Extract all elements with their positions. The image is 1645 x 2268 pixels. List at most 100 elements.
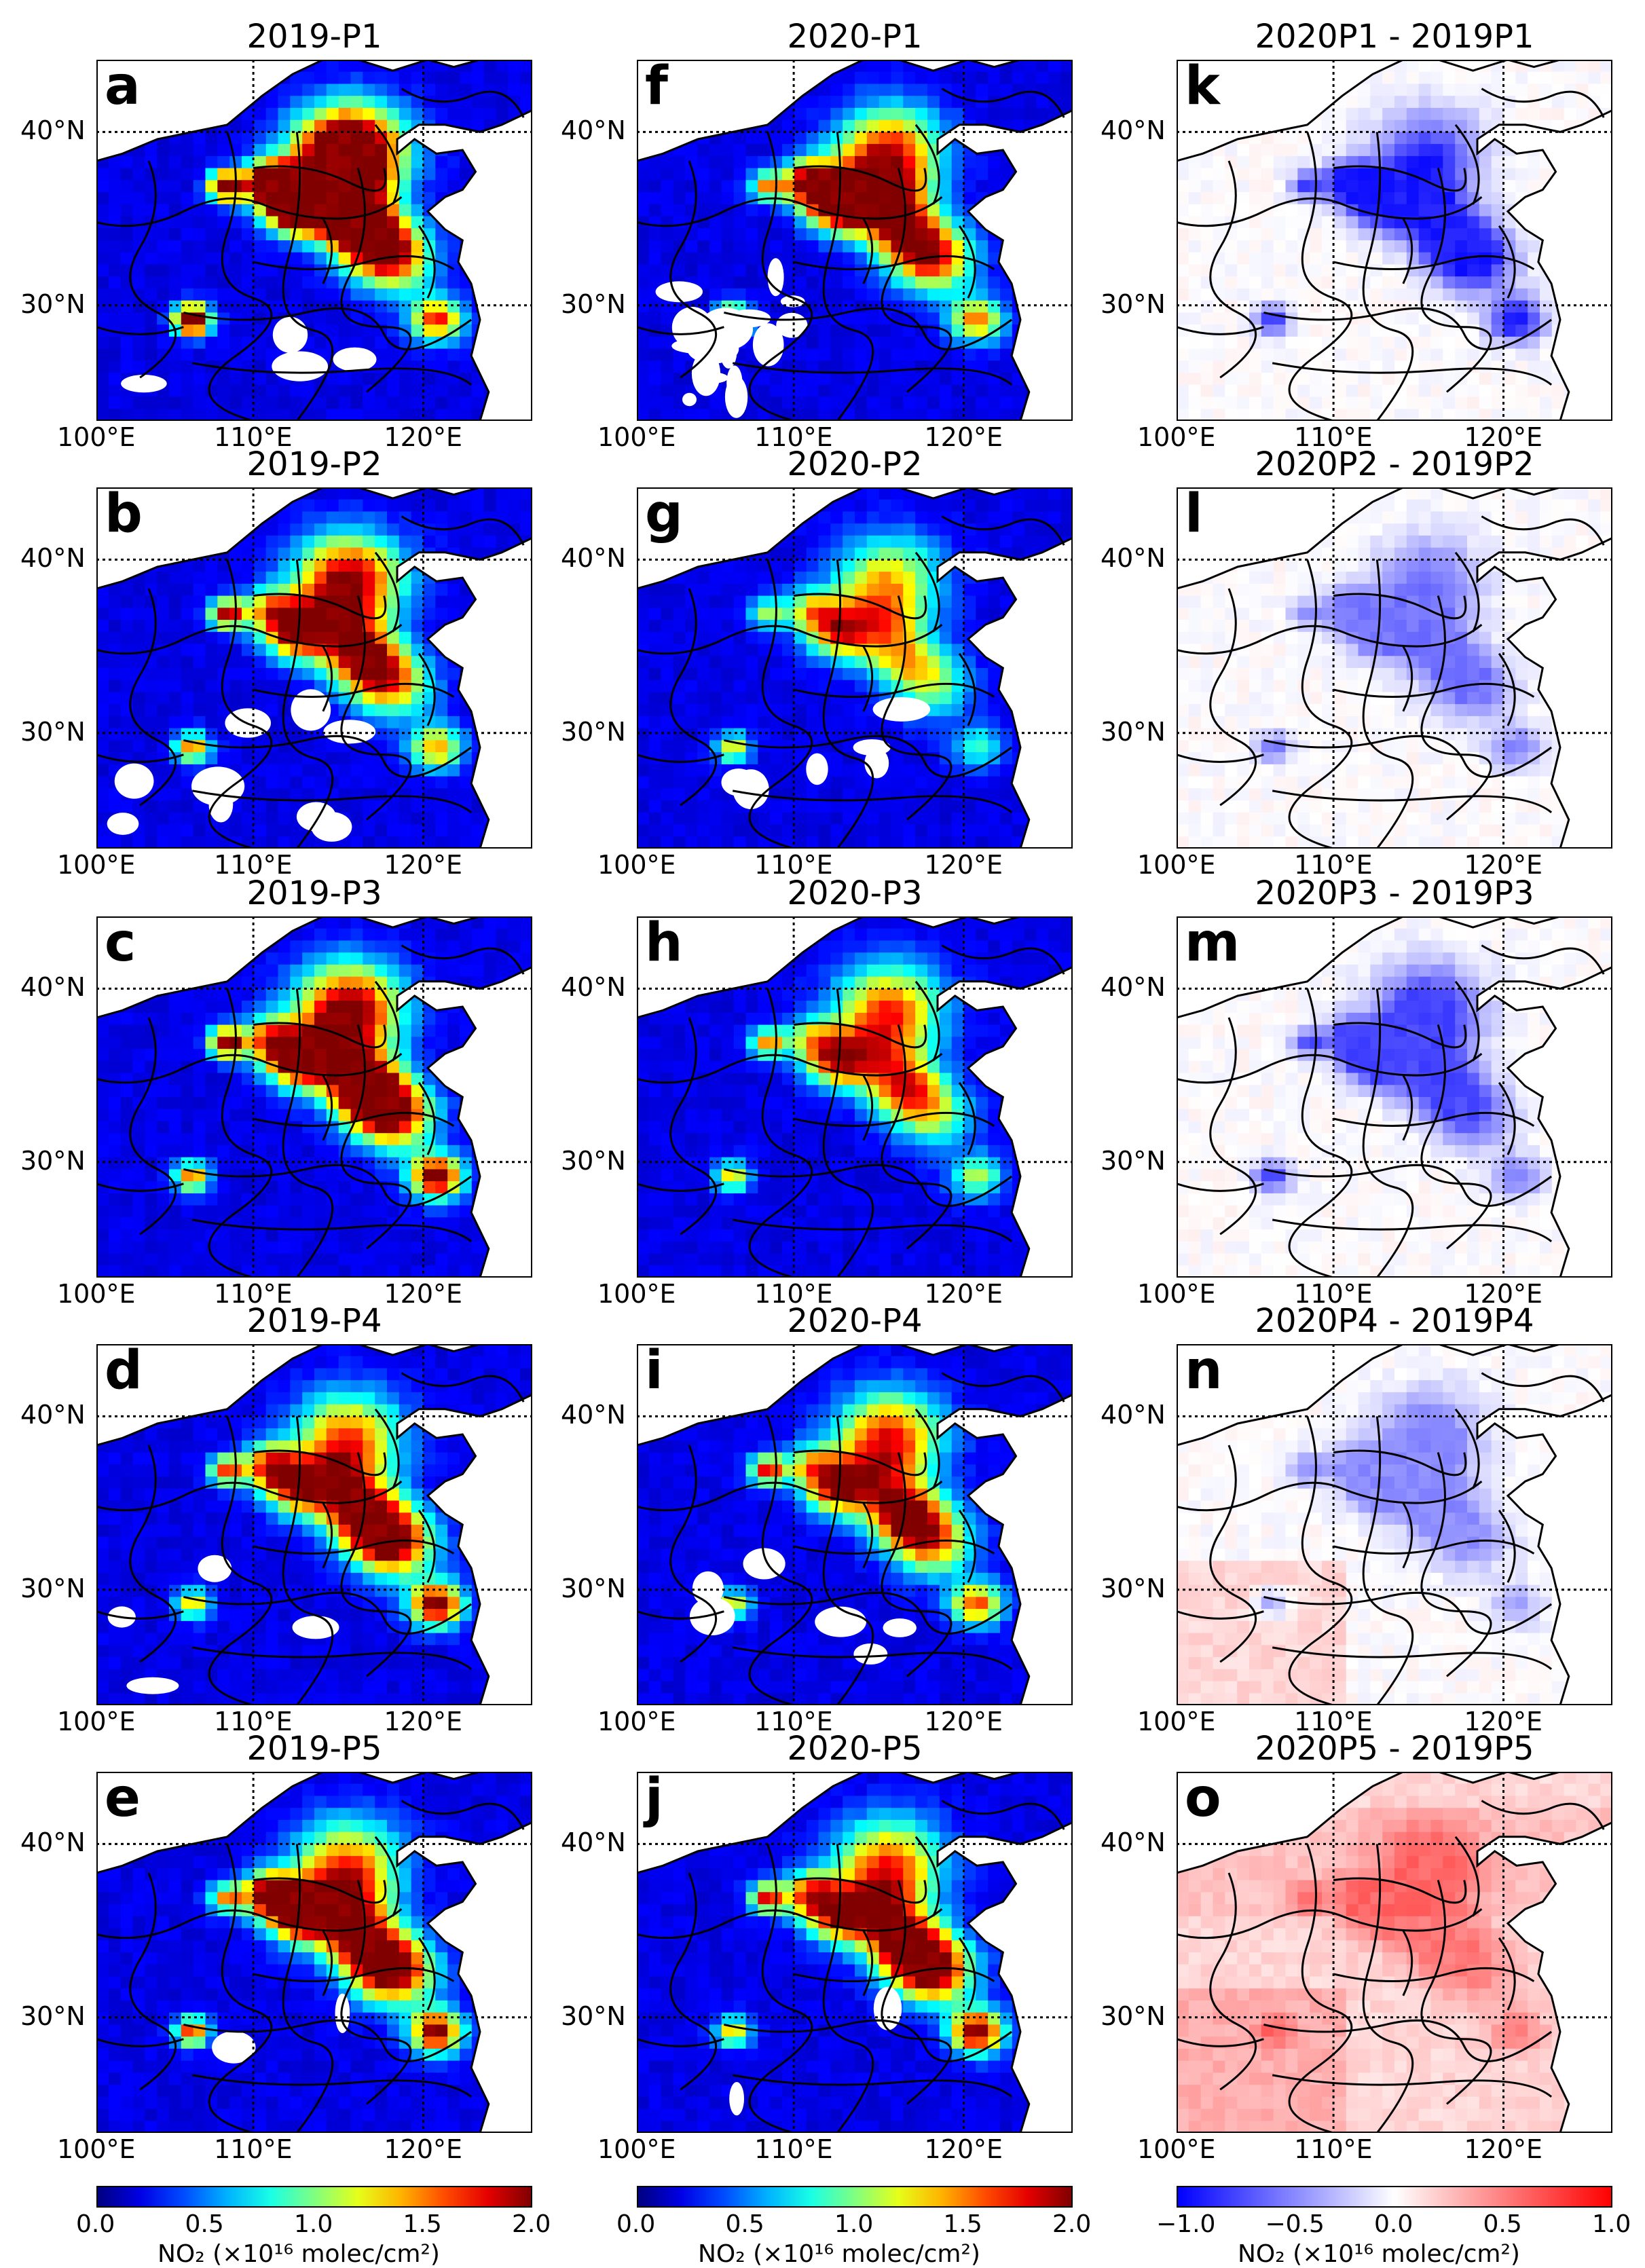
lon-label: 100°E [57,2134,136,2164]
lat-label: 40°N [561,972,626,1003]
lat-label: 30°N [1101,2001,1166,2031]
lat-label: 30°N [20,1145,86,1176]
lon-label: 110°E [214,2134,293,2164]
lon-label: 120°E [924,850,1003,880]
panel-title: 2020-P2 [787,445,923,483]
lon-label: 110°E [754,850,833,880]
panel-a: 2019-P1 a 40°N 30°N 100°E 110°E 120°E [20,18,532,494]
lat-label: 30°N [1101,289,1166,319]
colorbar-tick: 2.0 [512,2210,551,2238]
panel-title: 2020P3 - 2019P3 [1255,874,1534,912]
lat-label: 30°N [561,2001,626,2031]
panel-g: 2020-P2 g 40°N 30°N 100°E 110°E 120°E [561,445,1073,922]
panel-title: 2020P5 - 2019P5 [1255,1730,1534,1768]
lat-label: 40°N [561,115,626,146]
lon-label: 100°E [597,2134,676,2164]
lon-label: 100°E [57,1279,136,1309]
panel-e: 2019-P5 e 40°N 30°N 100°E 110°E 120°E [20,1730,532,2206]
colorbar-tick: 0.5 [1483,2210,1522,2238]
panel-letter: d [105,1340,143,1401]
panel-title: 2020P1 - 2019P1 [1255,18,1534,56]
lat-label: 40°N [1101,1400,1166,1430]
lat-label: 40°N [20,115,86,146]
map-g [637,487,1073,849]
lat-label: 30°N [1101,716,1166,747]
lon-label: 120°E [924,422,1003,452]
lon-label: 120°E [384,850,463,880]
panel-title: 2020-P1 [787,18,923,56]
lon-label: 110°E [754,422,833,452]
panel-letter: j [645,1768,663,1829]
map-l [1177,487,1612,849]
panel-h: 2020-P3 h 40°N 30°N 100°E 110°E 120°E [561,874,1073,1351]
panel-letter: c [105,912,136,973]
lon-label: 110°E [1294,1279,1373,1309]
lat-label: 40°N [1101,115,1166,146]
panel-d: 2019-P4 d 40°N 30°N 100°E 110°E 120°E [20,1302,532,1779]
lon-label: 120°E [384,1279,463,1309]
colorbar-tick: 0.0 [1374,2210,1413,2238]
lon-label: 100°E [1137,850,1216,880]
lon-label: 120°E [924,2134,1003,2164]
map-a [96,60,532,421]
map-o [1177,1772,1612,2133]
lon-label: 120°E [1464,422,1543,452]
panel-letter: l [1185,483,1203,544]
lon-label: 110°E [754,1279,833,1309]
colorbar-tick: 1.0 [294,2210,333,2238]
map-f [637,60,1073,421]
colorbar-tick: 1.5 [403,2210,442,2238]
map-k [1177,60,1612,421]
lat-label: 30°N [561,716,626,747]
panel-m: 2020P3 - 2019P3 m 40°N 30°N 100°E 110°E 120°E [1101,874,1612,1351]
panel-title: 2019-P1 [246,18,382,56]
panel-letter: h [645,912,683,973]
lat-label: 40°N [561,1827,626,1858]
lon-label: 100°E [1137,1707,1216,1736]
lon-label: 100°E [1137,422,1216,452]
lat-label: 30°N [20,289,86,319]
panel-b: 2019-P2 b 40°N 30°N 100°E 110°E 120°E [20,445,532,922]
colorbar-tick: 0.5 [725,2210,764,2238]
lat-label: 40°N [20,543,86,574]
lon-label: 120°E [384,2134,463,2164]
colorbar-label: NO₂ (×10¹⁶ molec/cm²) [698,2240,980,2268]
colorbar-tick: −0.5 [1265,2210,1325,2238]
lon-label: 120°E [1464,1279,1543,1309]
lon-label: 110°E [1294,2134,1373,2164]
lon-label: 110°E [1294,1707,1373,1736]
lon-label: 100°E [57,850,136,880]
colorbar-tick: 0.0 [76,2210,115,2238]
lon-label: 110°E [214,1707,293,1736]
lat-label: 40°N [1101,543,1166,574]
lat-label: 40°N [1101,1827,1166,1858]
lon-label: 110°E [214,850,293,880]
lon-label: 120°E [924,1279,1003,1309]
colorbar-tick: 1.0 [834,2210,874,2238]
colorbar-tick: −1.0 [1156,2210,1216,2238]
panel-letter: n [1185,1340,1223,1401]
lat-label: 40°N [20,1400,86,1430]
lon-label: 100°E [1137,1279,1216,1309]
lat-label: 40°N [1101,972,1166,1003]
map-c [96,916,532,1278]
panel-title: 2020-P3 [787,874,923,912]
panel-letter: i [645,1340,663,1401]
lon-label: 100°E [597,850,676,880]
lon-label: 100°E [597,1279,676,1309]
map-i [637,1344,1073,1705]
panel-title: 2020P4 - 2019P4 [1255,1302,1534,1340]
panel-letter: o [1185,1768,1221,1829]
lat-label: 40°N [561,543,626,574]
map-j [637,1772,1073,2133]
map-d [96,1344,532,1705]
lon-label: 120°E [1464,2134,1543,2164]
panel-l: 2020P2 - 2019P2 l 40°N 30°N 100°E 110°E 120°E [1101,445,1612,922]
lon-label: 110°E [754,2134,833,2164]
colorbar-2 [637,2186,1073,2208]
panel-n: 2020P4 - 2019P4 n 40°N 30°N 100°E 110°E 120°E [1101,1302,1612,1779]
lon-label: 120°E [384,422,463,452]
panel-letter: e [105,1768,141,1829]
colorbar-label: NO₂ (×10¹⁶ molec/cm²) [1238,2240,1520,2268]
panel-letter: a [105,56,141,117]
